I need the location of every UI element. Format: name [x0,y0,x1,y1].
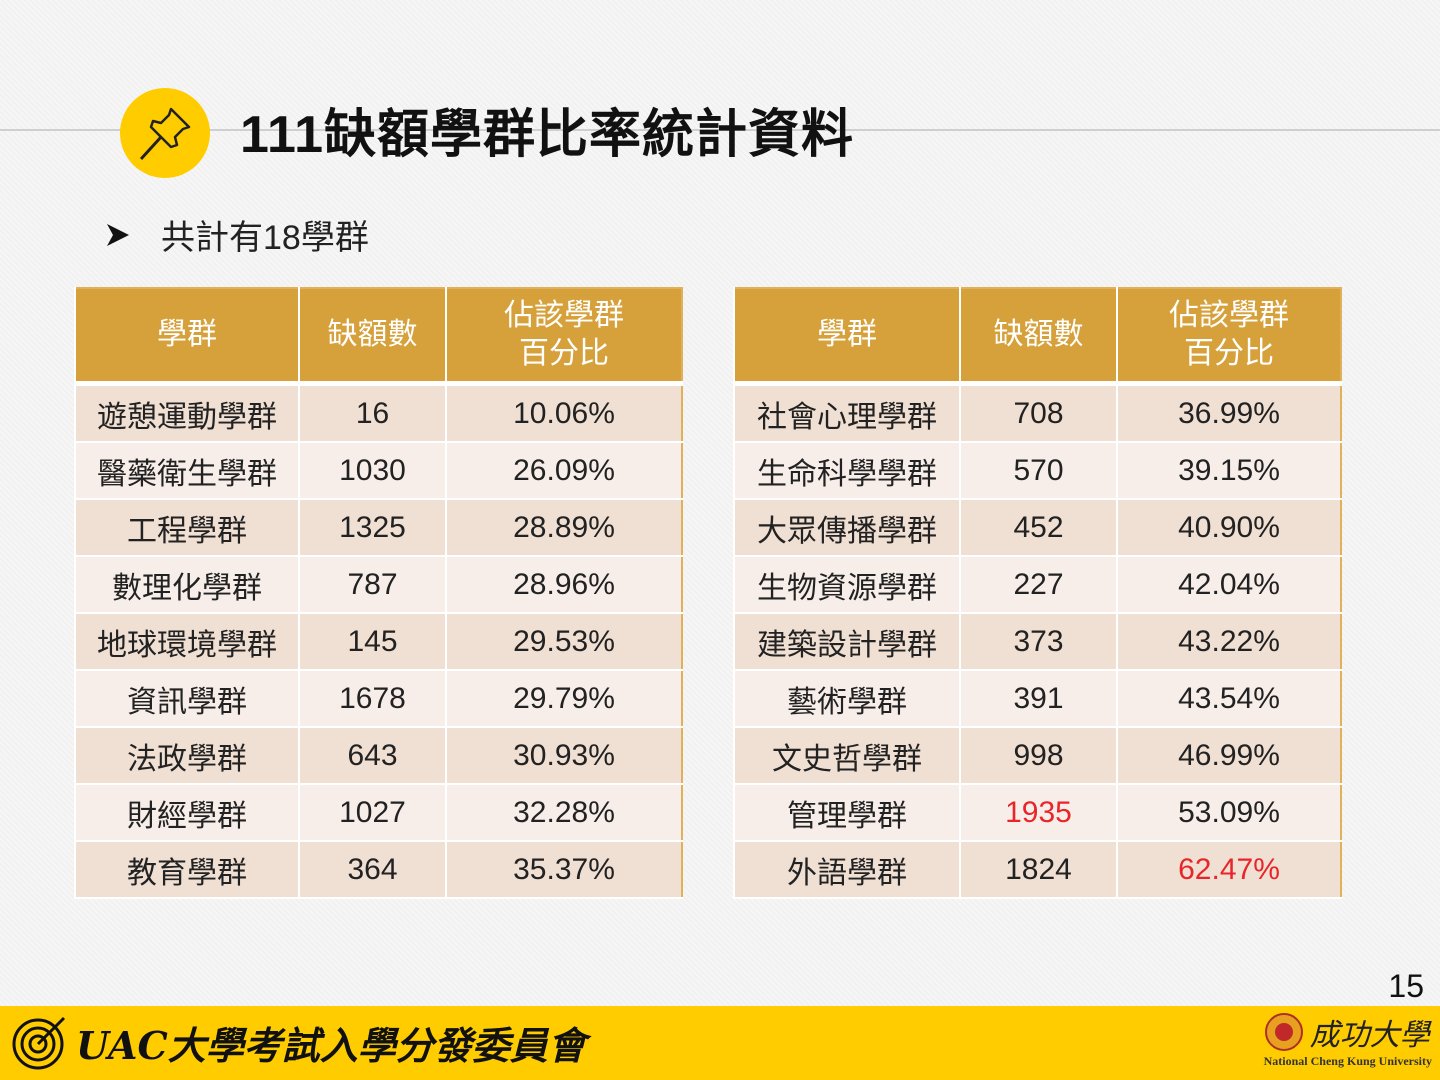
table-row: 建築設計學群 373 43.22% [733,613,1341,671]
bullet-point: 共計有18學群 [105,210,369,259]
group-cell: 財經學群 [74,784,299,842]
title-divider [0,129,1440,131]
percent-cell: 40.90% [1116,499,1341,557]
ncku-logo: 成功大學 National Cheng Kung University [1264,1010,1432,1069]
group-cell: 大眾傳播學群 [733,499,960,557]
vacancies-cell: 373 [959,613,1117,671]
group-cell: 藝術學群 [733,670,960,728]
table-row: 地球環境學群 145 29.53% [74,613,682,671]
vacancies-cell: 452 [959,499,1117,557]
arrow-bullet-icon [107,223,129,246]
vacancies-cell: 570 [959,442,1117,500]
group-cell: 生命科學學群 [733,442,960,500]
pushpin-badge [120,88,210,178]
percent-cell: 43.54% [1116,670,1341,728]
vacancies-cell: 364 [298,841,446,899]
percent-cell: 29.53% [445,613,682,671]
vacancies-cell: 1325 [298,499,446,557]
page-number: 15 [1388,968,1424,1004]
header-percent: 佔該學群 百分比 [445,288,682,386]
group-cell: 教育學群 [74,841,299,899]
group-cell: 法政學群 [74,727,299,785]
table-row: 外語學群 1824 62.47% [733,841,1341,899]
header-vacancies: 缺額數 [959,288,1117,386]
percent-cell: 26.09% [445,442,682,500]
group-cell: 生物資源學群 [733,556,960,614]
group-cell: 外語學群 [733,841,960,899]
uac-logo: UAC大學考試入學分發委員會 [10,1012,586,1072]
header-group: 學群 [733,288,960,386]
table-row: 文史哲學群 998 46.99% [733,727,1341,785]
header-vacancies: 缺額數 [298,288,446,386]
table-row: 教育學群 364 35.37% [74,841,682,899]
vacancies-cell: 643 [298,727,446,785]
table-row: 法政學群 643 30.93% [74,727,682,785]
percent-cell: 28.89% [445,499,682,557]
percent-cell: 62.47% [1116,841,1341,899]
table-row: 藝術學群 391 43.54% [733,670,1341,728]
table-row: 數理化學群 787 28.96% [74,556,682,614]
table-row: 資訊學群 1678 29.79% [74,670,682,728]
percent-cell: 46.99% [1116,727,1341,785]
percent-cell: 43.22% [1116,613,1341,671]
table-row: 財經學群 1027 32.28% [74,784,682,842]
group-cell: 醫藥衛生學群 [74,442,299,500]
group-cell: 管理學群 [733,784,960,842]
right-table: 學群 缺額數 佔該學群 百分比 社會心理學群 708 36.99% 生命科學學群 570 3… [733,287,1342,899]
vacancies-cell: 1824 [959,841,1117,899]
vacancies-cell: 787 [298,556,446,614]
group-cell: 建築設計學群 [733,613,960,671]
percent-cell: 29.79% [445,670,682,728]
vacancies-cell: 145 [298,613,446,671]
percent-cell: 53.09% [1116,784,1341,842]
group-cell: 遊憩運動學群 [74,383,299,443]
group-cell: 社會心理學群 [733,383,960,443]
group-cell: 地球環境學群 [74,613,299,671]
percent-cell: 28.96% [445,556,682,614]
percent-cell: 10.06% [445,383,682,443]
group-cell: 數理化學群 [74,556,299,614]
percent-cell: 35.37% [445,841,682,899]
uac-logo-text: UAC大學考試入學分發委員會 [76,1022,586,1068]
table-row: 生命科學學群 570 39.15% [733,442,1341,500]
vacancies-cell: 1030 [298,442,446,500]
left-table: 學群 缺額數 佔該學群 百分比 遊憩運動學群 16 10.06% 醫藥衛生學群 1030 2… [74,287,683,899]
vacancies-cell: 227 [959,556,1117,614]
percent-cell: 36.99% [1116,383,1341,443]
percent-cell: 32.28% [445,784,682,842]
group-cell: 工程學群 [74,499,299,557]
group-cell: 文史哲學群 [733,727,960,785]
vacancies-cell: 16 [298,383,446,443]
table-row: 大眾傳播學群 452 40.90% [733,499,1341,557]
page-title: 111缺額學群比率統計資料 [240,106,855,164]
bullet-text: 共計有18學群 [161,219,369,257]
group-cell: 資訊學群 [74,670,299,728]
target-icon [12,1016,66,1070]
footer-bar: UAC大學考試入學分發委員會 成功大學 National Cheng Kung … [0,1006,1440,1080]
header-group: 學群 [74,288,299,386]
percent-cell: 30.93% [445,727,682,785]
table-row: 遊憩運動學群 16 10.06% [74,383,682,443]
header-percent: 佔該學群 百分比 [1116,288,1341,386]
table-row: 生物資源學群 227 42.04% [733,556,1341,614]
table-row: 社會心理學群 708 36.99% [733,383,1341,443]
vacancies-cell: 391 [959,670,1117,728]
table-row: 醫藥衛生學群 1030 26.09% [74,442,682,500]
vacancies-cell: 1678 [298,670,446,728]
table-row: 管理學群 1935 53.09% [733,784,1341,842]
vacancies-cell: 1935 [959,784,1117,842]
vacancies-cell: 998 [959,727,1117,785]
vacancies-cell: 1027 [298,784,446,842]
vacancies-cell: 708 [959,383,1117,443]
percent-cell: 39.15% [1116,442,1341,500]
table-row: 工程學群 1325 28.89% [74,499,682,557]
ncku-emblem-icon [1264,1013,1303,1051]
percent-cell: 42.04% [1116,556,1341,614]
pushpin-icon [139,107,191,161]
